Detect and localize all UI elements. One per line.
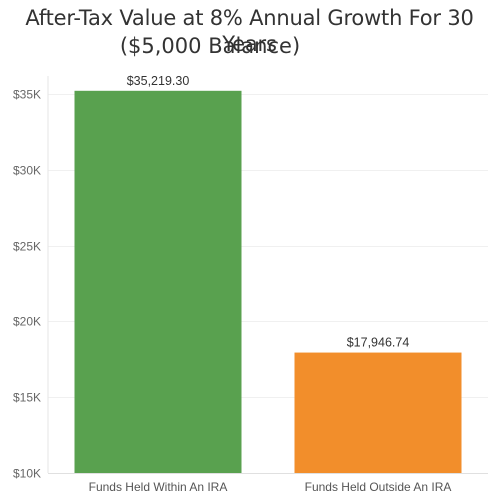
bar-1 [74,90,242,473]
data-label-2: $17,946.74 [347,336,410,350]
data-label-1: $35,219.30 [127,74,190,88]
y-tick-label: $15K [13,391,41,405]
data-labels: $35,219.30 $17,946.74 [127,74,410,350]
bar-2 [294,352,462,473]
bars [74,90,462,473]
chart-title-line1: After-Tax Value at 8% Annual Growth For … [25,6,474,56]
y-tick-label: $25K [13,240,41,254]
y-tick-label: $30K [13,164,41,178]
category-label-1: Funds Held Within An IRA [89,480,228,494]
x-axis-categories: Funds Held Within An IRA Funds Held Outsi… [89,480,452,494]
category-label-2: Funds Held Outside An IRA [305,480,452,494]
y-tick-label: $35K [13,88,41,102]
y-axis: $10K $15K $20K $25K $30K $35K [13,76,488,481]
y-tick-label: $20K [13,315,41,329]
y-tick-label: $10K [13,467,41,481]
chart-title-line2: ($5,000 Balance) [119,34,301,58]
